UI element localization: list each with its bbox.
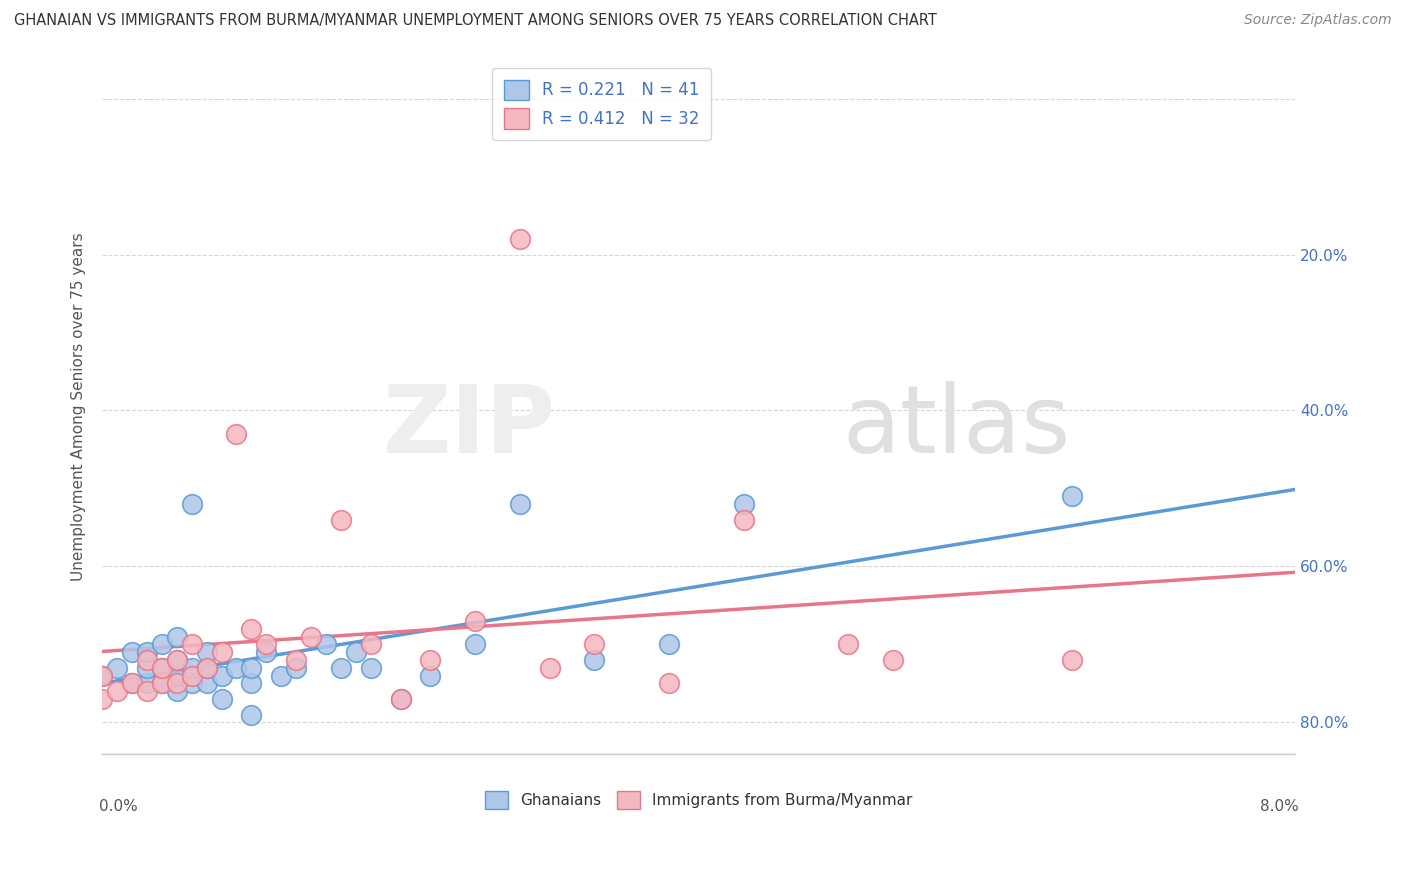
Text: ZIP: ZIP [382,382,555,474]
Point [150,676,173,690]
Point [389,692,412,706]
Point [211,692,233,706]
Point [464,637,486,651]
Point [315,637,337,651]
Legend: Ghanaians, Immigrants from Burma/Myanmar: Ghanaians, Immigrants from Burma/Myanmar [479,784,918,815]
Point [211,668,233,682]
Point [329,513,352,527]
Point [166,630,188,644]
Point [254,645,277,659]
Point [344,645,367,659]
Point [180,661,202,675]
Point [105,661,128,675]
Point [91,668,114,682]
Point [464,614,486,628]
Point [150,661,173,675]
Point [285,661,308,675]
Point [254,637,277,651]
Y-axis label: Unemployment Among Seniors over 75 years: Unemployment Among Seniors over 75 years [72,232,86,581]
Point [509,497,531,511]
Point [240,661,263,675]
Point [837,637,859,651]
Point [419,653,441,667]
Point [733,497,755,511]
Point [658,637,681,651]
Point [121,676,143,690]
Point [166,653,188,667]
Point [150,676,173,690]
Text: 8.0%: 8.0% [1260,798,1299,814]
Point [329,661,352,675]
Point [299,630,322,644]
Point [166,676,188,690]
Point [195,645,218,659]
Text: GHANAIAN VS IMMIGRANTS FROM BURMA/MYANMAR UNEMPLOYMENT AMONG SENIORS OVER 75 YEA: GHANAIAN VS IMMIGRANTS FROM BURMA/MYANMA… [14,13,936,29]
Point [195,661,218,675]
Point [225,661,247,675]
Text: 0.0%: 0.0% [98,798,138,814]
Point [360,637,382,651]
Point [91,692,114,706]
Point [136,645,159,659]
Point [538,661,561,675]
Point [180,676,202,690]
Point [509,232,531,246]
Point [285,653,308,667]
Point [136,661,159,675]
Point [360,661,382,675]
Point [240,707,263,722]
Point [150,661,173,675]
Point [270,668,292,682]
Point [195,661,218,675]
Point [882,653,904,667]
Point [180,497,202,511]
Point [136,676,159,690]
Point [240,622,263,636]
Point [419,668,441,682]
Point [105,684,128,698]
Point [136,653,159,667]
Point [583,653,606,667]
Point [121,645,143,659]
Point [180,637,202,651]
Point [166,653,188,667]
Point [195,676,218,690]
Point [166,684,188,698]
Point [166,668,188,682]
Point [150,637,173,651]
Point [389,692,412,706]
Point [1060,489,1083,503]
Point [240,676,263,690]
Point [180,668,202,682]
Point [1060,653,1083,667]
Point [658,676,681,690]
Point [733,513,755,527]
Point [121,676,143,690]
Point [136,684,159,698]
Point [225,426,247,441]
Text: Source: ZipAtlas.com: Source: ZipAtlas.com [1244,13,1392,28]
Text: atlas: atlas [842,382,1070,474]
Point [211,645,233,659]
Point [91,668,114,682]
Point [583,637,606,651]
